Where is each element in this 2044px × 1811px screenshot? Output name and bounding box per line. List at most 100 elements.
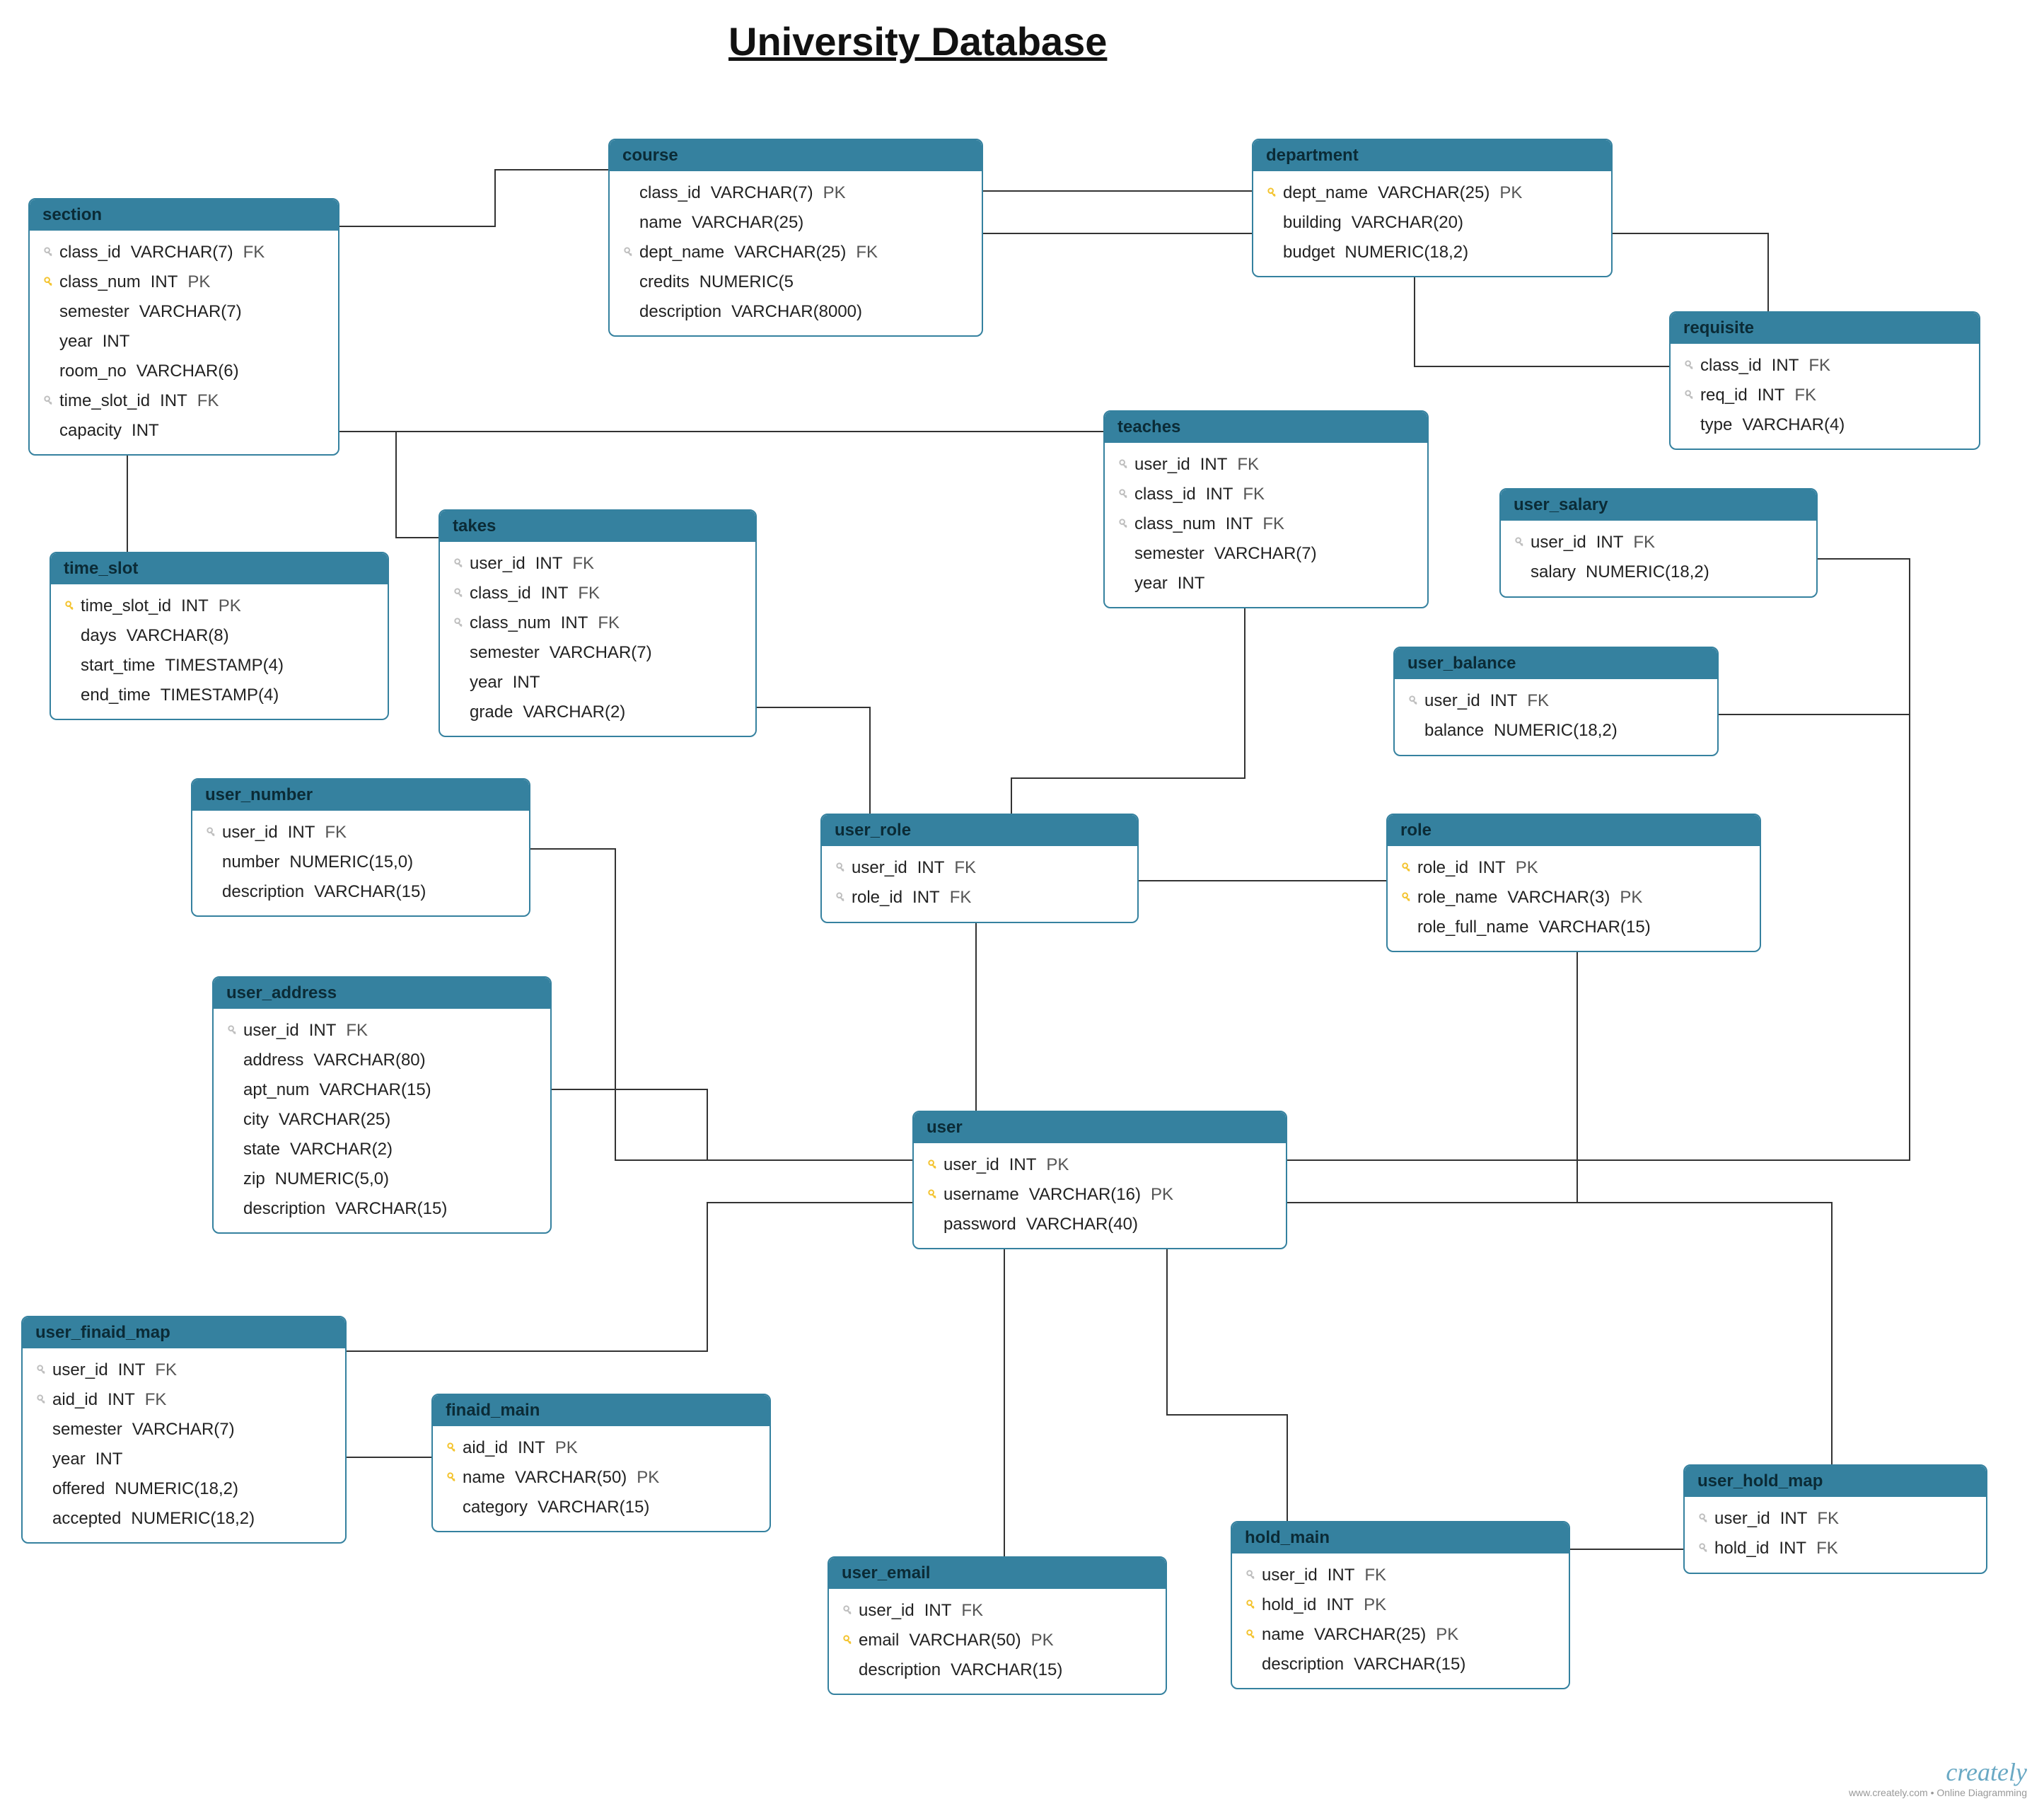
attr-row: descriptionVARCHAR(15) [839,1655,1156,1685]
edge-line [1011,594,1245,814]
attr-type: INT [1328,1566,1365,1585]
attr-tag: FK [572,554,594,574]
attr-row: daysVARCHAR(8) [61,621,378,651]
attr-type: VARCHAR(50) [909,1631,1030,1650]
attr-type: INT [917,858,955,878]
key-cell [1115,489,1134,500]
entity-header: section [30,199,338,231]
key-icon [836,892,847,903]
entity-body: user_idINTFK role_idINTFK [822,846,1137,921]
attr-row: req_idINTFK [1680,381,1969,410]
attr-name: password [943,1215,1026,1234]
attr-name: start_time [81,656,165,676]
attr-row: user_idINTFK [1511,528,1806,557]
attr-name: year [52,1450,95,1469]
attr-name: category [463,1498,538,1517]
entity-user_number: user_number user_idINTFKnumberNUMERIC(15… [191,778,530,917]
attr-name: hold_id [1262,1595,1326,1615]
diagram-stage: University Database creately www.createl… [0,0,2044,1811]
attr-name: capacity [59,421,132,441]
entity-body: user_idINTFK hold_idINTFK [1685,1497,1986,1572]
entity-course: courseclass_idVARCHAR(7)PKnameVARCHAR(25… [608,139,983,337]
entity-body: class_idVARCHAR(7)PKnameVARCHAR(25) dept… [610,171,982,335]
attr-row: aid_idINTPK [443,1433,760,1463]
attr-type: VARCHAR(15) [1538,918,1660,937]
attr-name: class_id [470,584,541,603]
attr-name: aid_id [52,1390,108,1410]
entity-user_email: user_email user_idINTFK emailVARCHAR(50)… [828,1556,1167,1695]
attr-name: building [1283,213,1352,233]
attr-row: dept_nameVARCHAR(25)PK [1263,178,1601,208]
edge-line [1287,948,1577,1203]
attr-name: year [59,332,103,352]
attr-name: class_id [59,243,131,262]
attr-row: salaryNUMERIC(18,2) [1511,557,1806,587]
key-cell [1680,360,1700,371]
attr-name: time_slot_id [81,596,181,616]
attr-tag: PK [1364,1595,1386,1615]
attr-type: VARCHAR(80) [313,1051,435,1070]
attr-row: hold_idINTPK [1242,1590,1559,1620]
entity-user_address: user_address user_idINTFKaddressVARCHAR(… [212,976,552,1234]
attr-row: aid_idINTFK [33,1385,335,1415]
key-icon [1246,1599,1258,1611]
attr-tag: PK [1436,1625,1458,1645]
attr-tag: FK [346,1021,368,1041]
attr-type: VARCHAR(15) [314,882,436,902]
attr-type: INT [1326,1595,1364,1615]
key-cell [443,1472,463,1483]
key-cell [1680,390,1700,401]
attr-name: class_id [639,183,711,203]
attr-tag: FK [954,858,976,878]
attr-type: INT [1206,485,1243,504]
attr-row: stateVARCHAR(2) [223,1135,540,1164]
key-icon [1246,1570,1258,1581]
key-cell [839,1605,859,1616]
attr-row: nameVARCHAR(50)PK [443,1463,760,1493]
entity-body: user_idINTFKbalanceNUMERIC(18,2) [1395,679,1717,754]
attr-name: role_full_name [1417,918,1538,937]
edge-line [757,707,870,814]
key-cell [443,1442,463,1454]
key-icon [447,1472,458,1483]
attr-name: year [470,673,513,693]
attr-type: VARCHAR(40) [1026,1215,1148,1234]
attr-name: end_time [81,685,161,705]
key-icon [228,1025,239,1036]
attr-row: user_idINTFK [223,1016,540,1046]
attr-row: nameVARCHAR(25)PK [1242,1620,1559,1650]
attr-name: class_id [1134,485,1206,504]
attr-row: apt_numVARCHAR(15) [223,1075,540,1105]
attr-name: aid_id [463,1438,518,1458]
attr-name: description [243,1199,335,1219]
key-icon [1119,459,1130,470]
entity-header: user_address [214,978,550,1009]
attr-name: description [859,1660,951,1680]
attr-row: zipNUMERIC(5,0) [223,1164,540,1194]
attr-type: VARCHAR(8) [127,626,239,646]
entity-body: user_idINTFK hold_idINTPK nameVARCHAR(25… [1232,1553,1569,1688]
attr-tag: FK [1816,1539,1838,1558]
attr-name: user_id [1424,691,1490,711]
attr-row: class_numINTFK [450,608,745,638]
attr-type: NUMERIC(18,2) [115,1479,248,1499]
key-icon [624,247,635,258]
attr-name: semester [59,302,139,322]
key-cell [450,618,470,629]
attr-name: user_id [1134,455,1200,475]
attr-row: emailVARCHAR(50)PK [839,1626,1156,1655]
attr-row: passwordVARCHAR(40) [924,1210,1276,1239]
attr-row: semesterVARCHAR(7) [1115,539,1417,569]
attr-name: class_num [1134,514,1226,534]
attr-name: dept_name [639,243,734,262]
key-cell [620,247,639,258]
entity-body: time_slot_idINTPKdaysVARCHAR(8)start_tim… [51,584,388,719]
attr-row: user_idINTFK [202,818,519,847]
key-icon [928,1189,939,1200]
attr-row: typeVARCHAR(4) [1680,410,1969,440]
attr-name: user_id [852,858,917,878]
entity-header: hold_main [1232,1522,1569,1553]
attr-tag: PK [187,272,210,292]
attr-row: budgetNUMERIC(18,2) [1263,238,1601,267]
attr-type: VARCHAR(7) [1214,544,1327,564]
